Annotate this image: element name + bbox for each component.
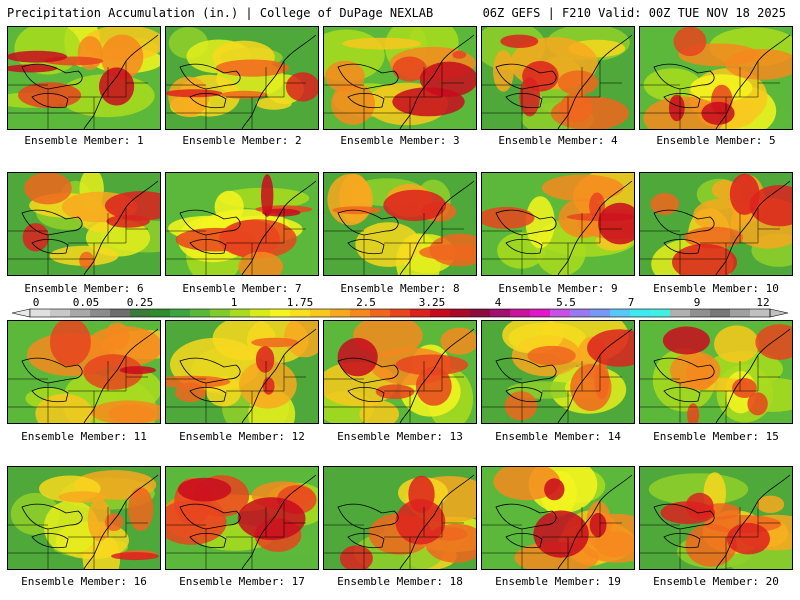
- ensemble-map-3: [323, 26, 477, 130]
- ensemble-member-label: Ensemble Member: 5: [656, 134, 776, 147]
- colorbar-swatch: [250, 309, 271, 317]
- colorbar-tick-label: 3.25: [419, 296, 446, 309]
- ensemble-map-13: [323, 320, 477, 424]
- colorbar-tick-label: 1: [231, 296, 238, 309]
- ensemble-map-2: [165, 26, 319, 130]
- ensemble-map-5: [639, 26, 793, 130]
- colorbar-swatch: [410, 309, 431, 317]
- ensemble-member-label: Ensemble Member: 8: [340, 282, 460, 295]
- ensemble-map-16: [7, 466, 161, 570]
- ensemble-map-12: [165, 320, 319, 424]
- colorbar-swatch: [170, 309, 191, 317]
- colorbar-swatch: [550, 309, 571, 317]
- colorbar-swatch: [350, 309, 371, 317]
- ensemble-map-8: [323, 172, 477, 276]
- ensemble-map-15: [639, 320, 793, 424]
- colorbar-swatch: [370, 309, 391, 317]
- colorbar-swatch: [50, 309, 71, 317]
- ensemble-map-11: [7, 320, 161, 424]
- colorbar-swatch: [730, 309, 751, 317]
- colorbar-swatch: [630, 309, 651, 317]
- ensemble-member-label: Ensemble Member: 10: [653, 282, 779, 295]
- colorbar-swatch: [110, 309, 131, 317]
- ensemble-map-18: [323, 466, 477, 570]
- colorbar-right-arrow: [769, 308, 789, 318]
- colorbar-swatch: [470, 309, 491, 317]
- colorbar-swatch: [230, 309, 251, 317]
- colorbar-left-arrow: [11, 308, 31, 318]
- colorbar-swatch: [690, 309, 711, 317]
- colorbar-swatch: [490, 309, 511, 317]
- ensemble-map-19: [481, 466, 635, 570]
- colorbar-tick-label: 2.5: [356, 296, 376, 309]
- colorbar-swatch: [450, 309, 471, 317]
- ensemble-map-7: [165, 172, 319, 276]
- colorbar-swatch: [590, 309, 611, 317]
- ensemble-member-label: Ensemble Member: 1: [24, 134, 144, 147]
- ensemble-map-1: [7, 26, 161, 130]
- colorbar-swatch: [510, 309, 531, 317]
- colorbar-swatch: [270, 309, 291, 317]
- colorbar-swatch: [150, 309, 171, 317]
- colorbar-swatch: [390, 309, 411, 317]
- ensemble-map-6: [7, 172, 161, 276]
- colorbar-swatch: [30, 309, 51, 317]
- ensemble-member-label: Ensemble Member: 4: [498, 134, 618, 147]
- colorbar-swatch: [650, 309, 671, 317]
- ensemble-map-17: [165, 466, 319, 570]
- colorbar-tick-label: 4: [495, 296, 502, 309]
- ensemble-member-label: Ensemble Member: 20: [653, 575, 779, 588]
- colorbar-tick-label: 12: [756, 296, 769, 309]
- ensemble-map-14: [481, 320, 635, 424]
- model-run-info: 06Z GEFS | F210 Valid: 00Z TUE NOV 18 20…: [482, 6, 786, 20]
- colorbar-tick-label: 0.25: [127, 296, 154, 309]
- colorbar-swatch: [70, 309, 91, 317]
- ensemble-member-label: Ensemble Member: 18: [337, 575, 463, 588]
- colorbar-swatch: [670, 309, 691, 317]
- colorbar-swatch: [750, 309, 771, 317]
- colorbar-swatch: [130, 309, 151, 317]
- ensemble-member-label: Ensemble Member: 11: [21, 430, 147, 443]
- ensemble-member-label: Ensemble Member: 9: [498, 282, 618, 295]
- map-title: Precipitation Accumulation (in.) | Colle…: [7, 6, 434, 20]
- colorbar-tick-label: 0: [33, 296, 40, 309]
- colorbar-swatch: [90, 309, 111, 317]
- colorbar-swatch: [290, 309, 311, 317]
- ensemble-member-label: Ensemble Member: 16: [21, 575, 147, 588]
- colorbar-swatch: [310, 309, 331, 317]
- colorbar-swatch: [430, 309, 451, 317]
- ensemble-map-9: [481, 172, 635, 276]
- precipitation-colorbar: 0 0.05 0.25 1 1.75 2.5 3.25 4 5.5 7 9 12: [11, 296, 789, 318]
- colorbar-tick-label: 0.05: [73, 296, 100, 309]
- ensemble-member-label: Ensemble Member: 14: [495, 430, 621, 443]
- colorbar-swatch: [190, 309, 211, 317]
- ensemble-member-label: Ensemble Member: 2: [182, 134, 302, 147]
- ensemble-map-4: [481, 26, 635, 130]
- colorbar-swatch: [570, 309, 591, 317]
- ensemble-member-label: Ensemble Member: 15: [653, 430, 779, 443]
- colorbar-swatch: [710, 309, 731, 317]
- colorbar-tick-label: 7: [628, 296, 635, 309]
- ensemble-member-label: Ensemble Member: 19: [495, 575, 621, 588]
- colorbar-tick-label: 1.75: [287, 296, 314, 309]
- ensemble-member-label: Ensemble Member: 12: [179, 430, 305, 443]
- ensemble-member-label: Ensemble Member: 17: [179, 575, 305, 588]
- ensemble-member-label: Ensemble Member: 6: [24, 282, 144, 295]
- ensemble-map-10: [639, 172, 793, 276]
- colorbar-tick-label: 5.5: [556, 296, 576, 309]
- ensemble-member-label: Ensemble Member: 7: [182, 282, 302, 295]
- colorbar-tick-label: 9: [694, 296, 701, 309]
- ensemble-map-20: [639, 466, 793, 570]
- colorbar-swatch: [530, 309, 551, 317]
- ensemble-member-label: Ensemble Member: 13: [337, 430, 463, 443]
- colorbar-swatch: [330, 309, 351, 317]
- ensemble-member-label: Ensemble Member: 3: [340, 134, 460, 147]
- colorbar-swatch: [210, 309, 231, 317]
- colorbar-swatch: [610, 309, 631, 317]
